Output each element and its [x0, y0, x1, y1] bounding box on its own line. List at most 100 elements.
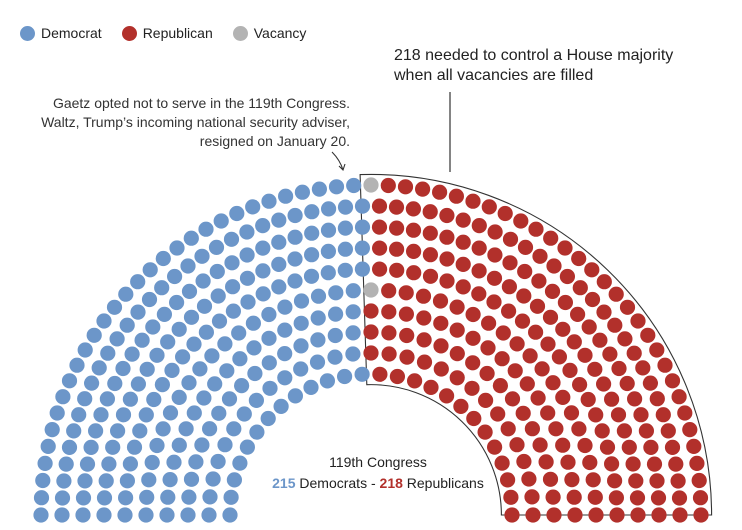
democrat-seat	[98, 473, 114, 489]
republican-seat	[542, 309, 559, 325]
democrat-seat	[35, 472, 51, 489]
democrat-seat	[107, 375, 123, 392]
republican-seat	[572, 377, 588, 393]
republican-seat	[449, 346, 465, 362]
republican-seat	[538, 454, 554, 470]
democrat-seat	[61, 373, 78, 389]
dem-count: 215	[272, 475, 296, 491]
democrat-seat	[271, 212, 287, 228]
democrat-seat	[255, 263, 271, 279]
democrat-seat	[180, 258, 196, 274]
democrat-seat	[213, 213, 229, 229]
republican-seat	[548, 421, 564, 437]
democrat-seat	[181, 283, 198, 299]
republican-seat	[642, 375, 659, 391]
republican-seat	[545, 489, 561, 505]
democrat-seat	[309, 354, 326, 370]
republican-seat	[563, 405, 580, 421]
democrat-seat	[180, 507, 196, 523]
republican-seat	[432, 184, 448, 200]
vacancy-seat	[363, 177, 379, 193]
republican-seat	[671, 389, 687, 405]
democrat-seat	[217, 336, 233, 352]
republican-seat	[500, 472, 516, 488]
democrat-seat	[345, 283, 361, 299]
republican-seat	[599, 439, 616, 455]
democrat-seat	[194, 437, 210, 453]
republican-seat	[422, 204, 438, 220]
republican-seat	[481, 315, 497, 331]
democrat-seat	[169, 240, 185, 256]
republican-seat	[693, 507, 709, 523]
democrat-seat	[171, 437, 187, 453]
republican-seat	[610, 407, 627, 423]
republican-seat	[487, 247, 503, 263]
legend-label-republican: Republican	[142, 25, 213, 41]
democrat-seat	[337, 262, 353, 278]
democrat-seat	[346, 177, 362, 194]
democrat-seat	[294, 184, 310, 200]
democrat-seat	[105, 439, 121, 455]
democrat-seat	[354, 366, 370, 382]
republican-seat	[480, 340, 496, 356]
democrat-seat	[134, 332, 150, 348]
republican-seat	[416, 354, 433, 370]
republican-seat	[626, 345, 642, 361]
republican-seat	[609, 507, 625, 523]
democrat-seat	[337, 199, 354, 215]
republican-seat	[564, 472, 580, 488]
democrat-seat	[236, 406, 252, 422]
democrat-seat	[303, 268, 320, 284]
republican-seat	[455, 234, 471, 250]
republican-seat	[449, 370, 465, 386]
democrat-seat	[183, 230, 199, 246]
republican-seat	[619, 299, 636, 315]
republican-seat	[625, 456, 641, 472]
republican-seat	[389, 262, 405, 278]
republican-seat	[372, 261, 388, 277]
democrat-seat	[202, 489, 218, 505]
republican-seat	[524, 421, 541, 437]
republican-seat	[650, 490, 667, 506]
republican-seat	[596, 304, 612, 320]
democrat-seat	[33, 490, 50, 506]
republican-seat	[664, 373, 681, 389]
democrat-seat	[145, 319, 161, 335]
democrat-seat	[171, 389, 187, 405]
democrat-seat	[287, 388, 303, 404]
republican-seat	[682, 422, 698, 438]
republican-seat	[433, 315, 449, 331]
republican-seat	[516, 453, 532, 470]
republican-seat	[503, 489, 519, 505]
democrat-seat	[271, 234, 287, 250]
democrat-seat	[141, 472, 157, 488]
republican-seat	[479, 365, 495, 382]
republican-seat	[471, 263, 487, 279]
republican-seat	[543, 230, 559, 246]
democrat-seat	[160, 334, 176, 350]
vacancy-swatch	[232, 25, 248, 41]
democrat-seat	[126, 439, 143, 455]
republican-seat	[596, 274, 612, 290]
democrat-seat	[196, 298, 213, 314]
republican-seat	[580, 391, 596, 408]
democrat-seat	[149, 347, 165, 363]
republican-seat	[572, 280, 588, 296]
democrat-seat	[166, 454, 182, 470]
democrat-seat	[293, 361, 309, 377]
democrat-seat	[226, 421, 242, 437]
democrat-seat	[255, 218, 271, 234]
republican-seat	[545, 375, 561, 391]
republican-seat	[433, 361, 449, 377]
democrat-seat	[345, 304, 361, 320]
democrat-seat	[96, 507, 112, 523]
republican-seat	[542, 471, 559, 487]
republican-seat	[481, 199, 497, 215]
democrat-seat	[223, 231, 240, 247]
democrat-seat	[88, 423, 104, 439]
republican-seat	[646, 456, 663, 472]
democrat-seat	[110, 423, 126, 439]
democrat-seat	[132, 423, 148, 439]
democrat-seat	[58, 456, 74, 472]
democrat-seat	[247, 365, 263, 382]
